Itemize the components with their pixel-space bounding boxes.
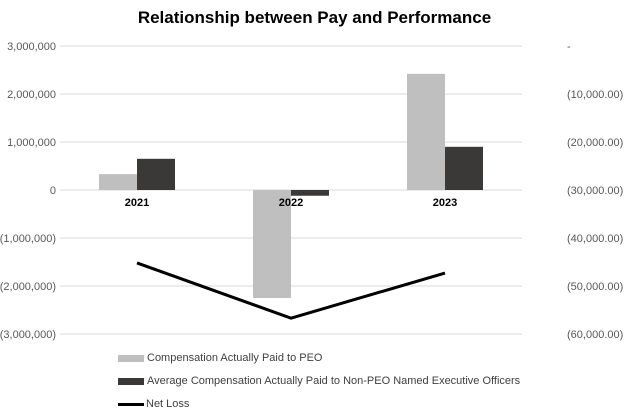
bar bbox=[253, 190, 291, 298]
category-label: 2021 bbox=[125, 197, 149, 209]
right-axis-tick: (10,000.00) bbox=[567, 89, 623, 101]
category-label: 2023 bbox=[433, 197, 457, 209]
legend-label-non-peo: Average Compensation Actually Paid to No… bbox=[147, 375, 521, 387]
category-label: 2022 bbox=[279, 197, 303, 209]
bar bbox=[407, 73, 445, 190]
left-axis-tick: (1,000,000) bbox=[0, 233, 56, 245]
legend-swatch-peo bbox=[118, 354, 144, 362]
bar bbox=[291, 190, 329, 196]
left-axis-tick: 1,000,000 bbox=[7, 137, 56, 149]
right-axis-tick: - bbox=[567, 41, 571, 53]
left-axis-tick: 3,000,000 bbox=[7, 41, 56, 53]
left-axis-tick: (3,000,000) bbox=[0, 329, 56, 341]
left-axis-tick: 2,000,000 bbox=[7, 89, 56, 101]
right-axis-tick: (50,000.00) bbox=[567, 281, 623, 293]
right-axis-tick: (30,000.00) bbox=[567, 185, 623, 197]
legend-label-peo: Compensation Actually Paid to PEO bbox=[147, 352, 323, 364]
right-axis-tick: (20,000.00) bbox=[567, 137, 623, 149]
legend-label-net-loss: Net Loss bbox=[146, 398, 190, 410]
bar bbox=[99, 174, 137, 190]
net-loss-line bbox=[136, 261, 446, 320]
right-axis-tick: (40,000.00) bbox=[567, 233, 623, 245]
legend-item-peo: Compensation Actually Paid to PEO bbox=[118, 352, 322, 364]
legend-item-non-peo: Average Compensation Actually Paid to No… bbox=[118, 375, 520, 387]
bar bbox=[137, 158, 175, 190]
legend-swatch-non-peo bbox=[118, 377, 144, 385]
right-axis-tick: (60,000.00) bbox=[567, 329, 623, 341]
chart-title: Relationship between Pay and Performance bbox=[137, 8, 492, 27]
legend-item-net-loss: Net Loss bbox=[118, 398, 189, 410]
left-axis-tick: (2,000,000) bbox=[0, 281, 56, 293]
bar bbox=[445, 146, 483, 190]
legend-swatch-net-loss bbox=[118, 402, 144, 406]
left-axis-tick: 0 bbox=[50, 185, 56, 197]
